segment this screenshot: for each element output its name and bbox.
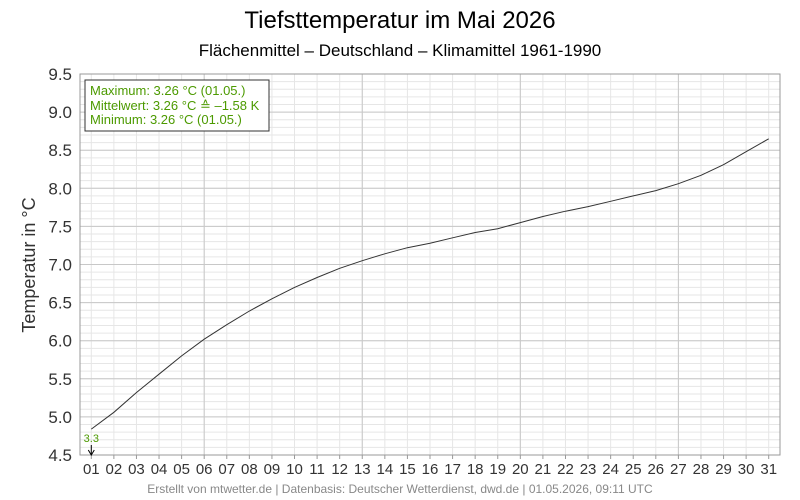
y-tick-label: 9.0 [48, 103, 72, 122]
x-tick-label: 08 [241, 461, 258, 478]
x-tick-label: 29 [715, 461, 732, 478]
y-tick-label: 7.5 [48, 217, 72, 236]
legend-line-max: Maximum: 3.26 °C (01.05.) [90, 83, 245, 98]
grid [80, 73, 780, 456]
series-line [91, 138, 769, 430]
x-tick-label: 28 [693, 461, 710, 478]
x-tick-label: 14 [376, 461, 393, 478]
legend-line-mean: Mittelwert: 3.26 °C ≙ –1.58 K [90, 98, 260, 113]
y-tick-label: 6.5 [48, 294, 72, 313]
y-tick-label: 5.5 [48, 370, 72, 389]
x-tick-label: 07 [218, 461, 235, 478]
x-tick-label: 10 [286, 461, 303, 478]
x-tick-label: 25 [625, 461, 642, 478]
x-tick-label: 26 [647, 461, 664, 478]
annotation-label: 3.3 [84, 433, 99, 445]
y-ticks: 4.5 5.0 5.5 6.0 6.5 7.0 7.5 8.0 8.5 9.0 9.5 [48, 65, 72, 465]
y-axis-label: Temperatur in °C [19, 197, 39, 332]
legend-line-min: Minimum: 3.26 °C (01.05.) [90, 112, 242, 127]
x-tick-label: 02 [106, 461, 123, 478]
x-tick-label: 31 [760, 461, 777, 478]
y-tick-label: 4.5 [48, 446, 72, 465]
x-tick-label: 05 [173, 461, 190, 478]
legend-box [84, 79, 270, 132]
y-tick-label: 5.0 [48, 408, 72, 427]
x-tick-label: 21 [535, 461, 552, 478]
series-layer [91, 138, 769, 430]
x-tick-label: 11 [309, 461, 325, 478]
footer-credit: Erstellt von mtwetter.de | Datenbasis: D… [147, 482, 653, 496]
x-tick-label: 15 [399, 461, 416, 478]
x-tick-label: 01 [83, 461, 100, 478]
x-tick-label: 03 [128, 461, 145, 478]
annotation-layer: 3.3 [84, 433, 99, 456]
x-tick-label: 18 [467, 461, 484, 478]
y-tick-label: 9.5 [48, 65, 72, 84]
x-tick-label: 23 [580, 461, 597, 478]
x-tick-label: 17 [444, 461, 461, 478]
x-tick-label: 24 [602, 461, 619, 478]
y-tick-label: 8.0 [48, 179, 72, 198]
annotation-arrow-head [87, 449, 95, 456]
x-tick-label: 06 [196, 461, 213, 478]
x-ticks: 01 02 03 04 05 06 07 08 09 10 11 12 13 14 15 16 17 18 19 20… [83, 455, 777, 478]
x-tick-label: 13 [354, 461, 371, 478]
chart-subtitle: Flächenmittel – Deutschland – Klimamitte… [199, 41, 602, 60]
x-tick-label: 12 [331, 461, 348, 478]
x-tick-label: 22 [557, 461, 574, 478]
y-tick-label: 6.0 [48, 332, 72, 351]
x-tick-label: 19 [489, 461, 506, 478]
x-tick-label: 09 [264, 461, 281, 478]
x-tick-label: 27 [670, 461, 687, 478]
x-tick-label: 04 [151, 461, 168, 478]
y-tick-label: 8.5 [48, 141, 72, 160]
x-tick-label: 20 [512, 461, 529, 478]
x-tick-label: 16 [422, 461, 439, 478]
x-tick-label: 30 [738, 461, 755, 478]
legend: Maximum: 3.26 °C (01.05.) Mittelwert: 3.… [84, 79, 270, 132]
y-tick-label: 7.0 [48, 256, 72, 275]
chart-title: Tiefsttemperatur im Mai 2026 [244, 7, 555, 34]
